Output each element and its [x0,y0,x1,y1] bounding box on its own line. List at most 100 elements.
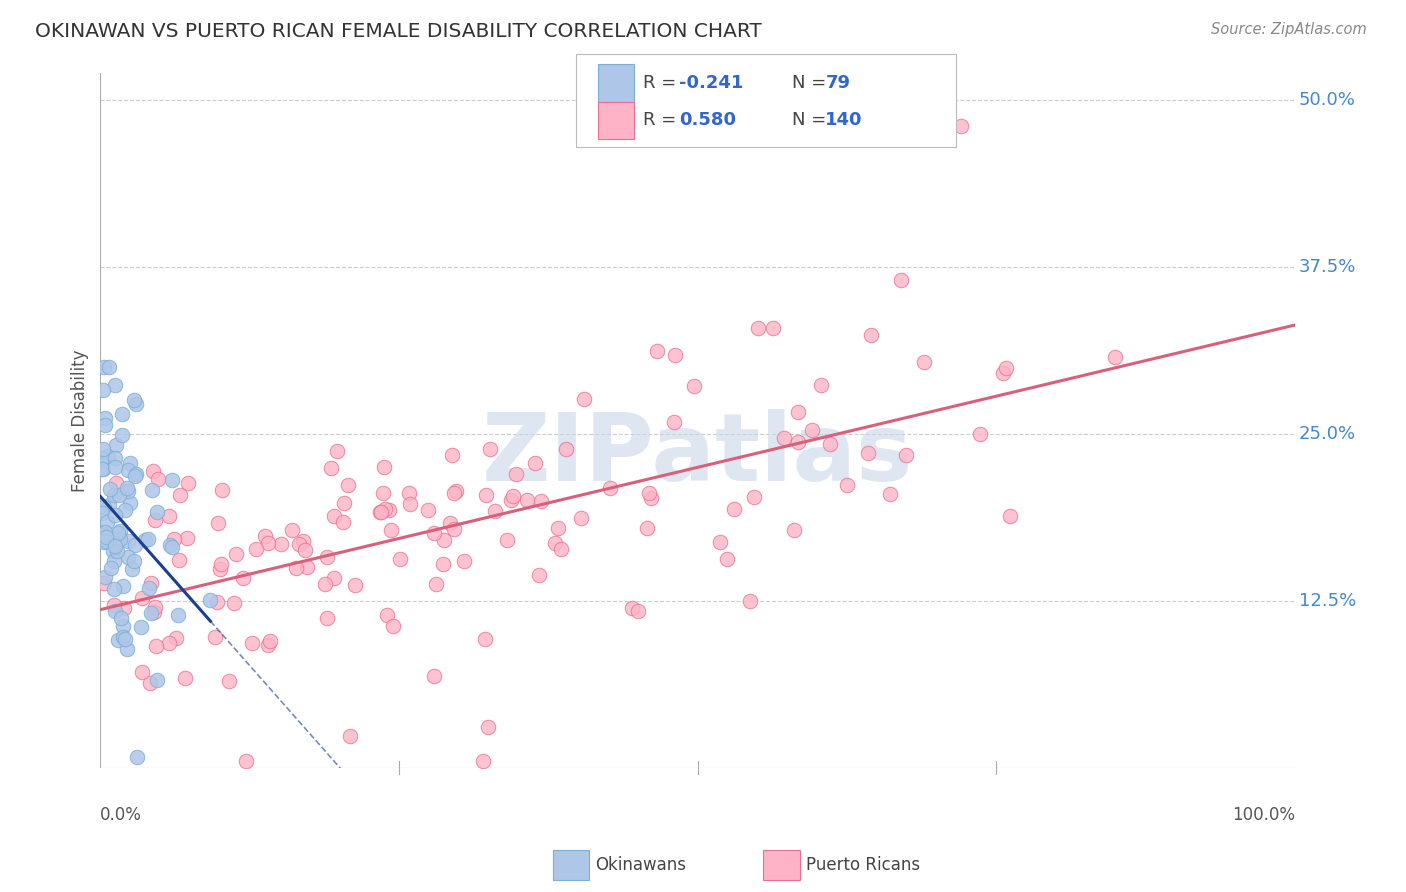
Point [744,490,766,504]
Point [108,532,131,546]
Point [319,460,342,475]
Point [157,636,180,650]
Point [104,508,127,522]
Point [640,491,662,505]
Point [801,423,824,437]
Point [858,446,880,460]
Point [388,551,411,566]
Point [373,460,395,475]
Point [524,456,547,470]
Point [131,665,153,679]
Point [502,489,524,503]
Point [142,605,165,619]
Point [103,488,125,502]
Point [418,503,440,517]
Point [398,497,420,511]
Text: 12.5%: 12.5% [1299,591,1355,610]
Point [259,634,281,648]
Point [97,533,120,547]
Point [373,486,395,500]
Point [995,361,1018,376]
Point [93,500,115,514]
Point [787,435,810,450]
Text: 100.0%: 100.0% [1232,805,1295,824]
Point [636,521,658,535]
Text: OKINAWAN VS PUERTO RICAN FEMALE DISABILITY CORRELATION CHART: OKINAWAN VS PUERTO RICAN FEMALE DISABILI… [35,22,762,41]
Point [544,536,567,550]
Point [162,533,184,547]
Point [314,577,336,591]
Point [108,524,131,538]
Text: 0.0%: 0.0% [100,805,142,824]
Point [209,558,232,572]
Point [432,558,454,572]
Point [91,442,114,457]
Point [124,469,146,483]
Point [444,483,467,498]
Point [174,671,197,685]
Point [136,532,159,546]
Point [115,642,138,657]
Point [912,355,935,369]
Point [245,542,267,557]
Point [257,638,280,652]
Point [90,506,112,520]
Point [167,553,190,567]
Point [139,576,162,591]
Point [253,529,276,543]
Point [122,392,145,407]
Text: -0.241: -0.241 [679,74,744,92]
Point [94,533,117,548]
Point [991,366,1014,380]
Point [103,599,125,613]
Point [337,477,360,491]
Point [322,508,344,523]
Point [90,462,112,476]
Point [104,377,127,392]
Point [257,536,280,550]
Point [117,481,139,495]
Point [572,392,595,406]
Point [343,578,366,592]
Point [443,522,465,536]
Point [105,544,128,558]
Point [117,549,139,564]
Point [176,531,198,545]
Point [323,571,346,585]
Point [378,503,401,517]
Point [554,442,576,457]
Point [645,344,668,359]
Point [146,673,169,688]
Point [94,524,117,539]
Point [295,560,318,574]
Point [104,605,127,619]
Point [104,450,127,465]
Point [783,523,806,537]
Point [114,632,136,646]
Point [93,535,115,549]
Point [91,462,114,476]
Point [998,509,1021,524]
Point [662,416,685,430]
Point [281,523,304,537]
Point [432,533,454,547]
Point [124,538,146,552]
Point [165,631,187,645]
Point [484,504,506,518]
Point [90,450,112,465]
Point [621,601,644,615]
Point [94,411,117,425]
Point [107,632,129,647]
Point [316,549,339,564]
Point [472,754,495,768]
Point [423,526,446,541]
Point [375,607,398,622]
Point [232,571,254,585]
Point [207,516,229,531]
Point [142,464,165,478]
Text: 79: 79 [825,74,851,92]
Point [159,538,181,552]
Point [716,551,738,566]
Point [134,533,156,547]
Point [100,531,122,545]
